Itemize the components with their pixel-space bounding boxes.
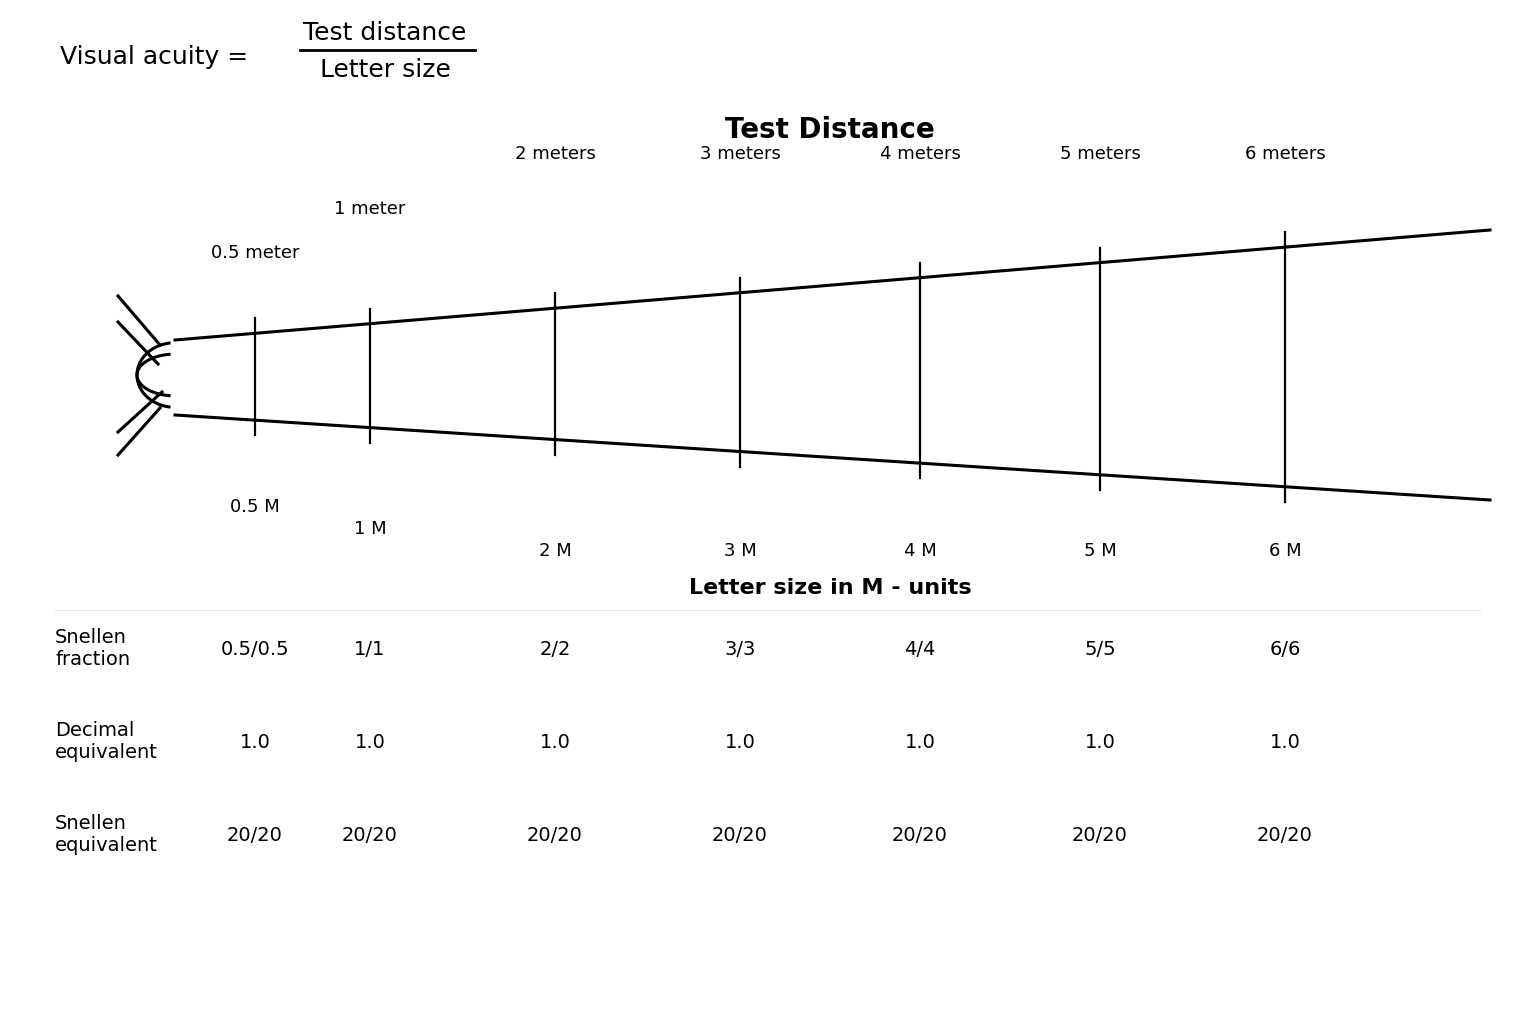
Text: 1.0: 1.0 xyxy=(725,733,756,752)
Text: 20/20: 20/20 xyxy=(1072,826,1127,845)
Text: Snellen
fraction: Snellen fraction xyxy=(55,628,131,670)
Text: 1.0: 1.0 xyxy=(539,733,570,752)
Text: Decimal
equivalent: Decimal equivalent xyxy=(55,721,158,762)
Text: Test Distance: Test Distance xyxy=(725,116,935,144)
Text: 3/3: 3/3 xyxy=(725,640,756,659)
Text: 2 meters: 2 meters xyxy=(515,145,596,163)
Text: 4 M: 4 M xyxy=(903,542,937,560)
Text: 5 M: 5 M xyxy=(1083,542,1117,560)
Text: Letter size: Letter size xyxy=(319,58,450,82)
Text: 3 M: 3 M xyxy=(723,542,756,560)
Text: 3 meters: 3 meters xyxy=(699,145,780,163)
Text: 5/5: 5/5 xyxy=(1084,640,1115,659)
Text: 1.0: 1.0 xyxy=(1084,733,1115,752)
Text: Letter size in M - units: Letter size in M - units xyxy=(688,578,971,598)
Text: 2/2: 2/2 xyxy=(539,640,571,659)
Text: 1.0: 1.0 xyxy=(1270,733,1301,752)
Text: 0.5 M: 0.5 M xyxy=(230,497,280,516)
Text: 4/4: 4/4 xyxy=(905,640,935,659)
Text: 0.5/0.5: 0.5/0.5 xyxy=(221,640,289,659)
Text: 1.0: 1.0 xyxy=(240,733,270,752)
Text: Test distance: Test distance xyxy=(303,21,467,45)
Text: 2 M: 2 M xyxy=(539,542,571,560)
Text: 1.0: 1.0 xyxy=(355,733,386,752)
Text: 1 meter: 1 meter xyxy=(335,200,406,218)
Text: 20/20: 20/20 xyxy=(1256,826,1313,845)
Text: 1.0: 1.0 xyxy=(905,733,935,752)
Text: 6 meters: 6 meters xyxy=(1244,145,1326,163)
Text: 20/20: 20/20 xyxy=(227,826,283,845)
Text: Snellen
equivalent: Snellen equivalent xyxy=(55,814,158,855)
Text: 1 M: 1 M xyxy=(353,520,387,538)
Text: 6/6: 6/6 xyxy=(1269,640,1301,659)
Text: 20/20: 20/20 xyxy=(713,826,768,845)
Text: 5 meters: 5 meters xyxy=(1060,145,1140,163)
Text: 20/20: 20/20 xyxy=(527,826,584,845)
Text: 20/20: 20/20 xyxy=(343,826,398,845)
Text: 6 M: 6 M xyxy=(1269,542,1301,560)
Text: Visual acuity =: Visual acuity = xyxy=(60,45,257,69)
Text: 1/1: 1/1 xyxy=(355,640,386,659)
Text: 20/20: 20/20 xyxy=(892,826,948,845)
Text: 4 meters: 4 meters xyxy=(880,145,960,163)
Text: 0.5 meter: 0.5 meter xyxy=(210,244,300,262)
